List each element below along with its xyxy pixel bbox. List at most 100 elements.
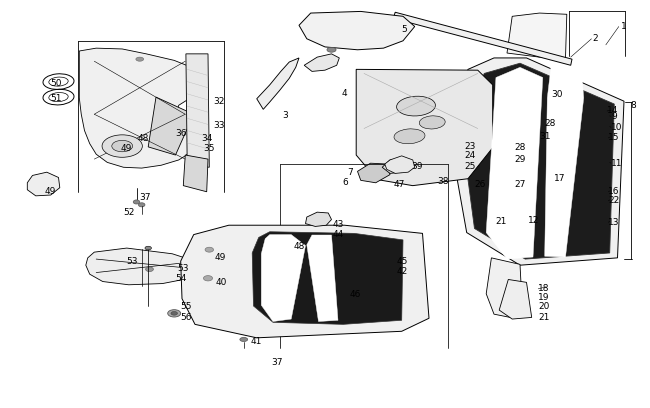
Text: 38: 38 <box>437 177 448 186</box>
Text: 15: 15 <box>608 133 620 142</box>
Polygon shape <box>385 156 415 173</box>
Ellipse shape <box>290 237 302 243</box>
Ellipse shape <box>138 203 145 207</box>
Ellipse shape <box>240 337 248 341</box>
Ellipse shape <box>112 140 133 152</box>
Text: 22: 22 <box>608 196 619 205</box>
Text: 3: 3 <box>283 111 289 120</box>
Text: 23: 23 <box>464 142 475 151</box>
Polygon shape <box>393 12 572 65</box>
Ellipse shape <box>205 247 213 252</box>
Polygon shape <box>306 212 332 226</box>
Text: 48: 48 <box>138 134 149 143</box>
Text: 19: 19 <box>538 293 550 302</box>
Ellipse shape <box>419 116 445 129</box>
Text: 46: 46 <box>350 290 361 299</box>
Text: 14: 14 <box>607 106 619 115</box>
Polygon shape <box>545 65 584 257</box>
Polygon shape <box>183 155 208 192</box>
Text: 42: 42 <box>396 267 408 276</box>
Text: 35: 35 <box>203 144 215 153</box>
Text: 49: 49 <box>121 144 133 153</box>
Text: 25: 25 <box>464 162 475 171</box>
Text: 1: 1 <box>621 22 627 31</box>
Polygon shape <box>448 58 624 265</box>
Ellipse shape <box>396 96 436 116</box>
Text: 41: 41 <box>250 337 261 346</box>
Text: 32: 32 <box>213 98 225 106</box>
Ellipse shape <box>145 246 151 250</box>
Polygon shape <box>486 67 543 259</box>
Text: 37: 37 <box>272 358 283 367</box>
Ellipse shape <box>136 57 144 61</box>
Text: 12: 12 <box>528 216 540 225</box>
Text: 47: 47 <box>393 180 404 189</box>
Ellipse shape <box>146 267 153 272</box>
Text: 24: 24 <box>464 151 475 160</box>
Polygon shape <box>486 258 523 317</box>
Text: 50: 50 <box>51 79 62 88</box>
Polygon shape <box>462 63 614 259</box>
Text: 45: 45 <box>396 257 408 266</box>
Text: 13: 13 <box>608 218 620 227</box>
Text: 28: 28 <box>515 143 527 152</box>
Ellipse shape <box>171 312 177 315</box>
Text: 56: 56 <box>181 313 192 322</box>
Text: 53: 53 <box>127 257 138 266</box>
Text: 37: 37 <box>140 193 151 202</box>
Text: 49: 49 <box>214 253 226 262</box>
Polygon shape <box>499 279 532 319</box>
Ellipse shape <box>394 129 425 144</box>
Ellipse shape <box>327 47 336 52</box>
Text: 16: 16 <box>608 187 620 196</box>
Polygon shape <box>299 11 415 50</box>
Text: 18: 18 <box>538 284 550 293</box>
Text: 7: 7 <box>347 168 353 177</box>
Text: 40: 40 <box>216 278 228 287</box>
Text: 28: 28 <box>545 119 556 128</box>
Text: 54: 54 <box>176 274 187 283</box>
Text: 21: 21 <box>495 217 507 226</box>
Text: 9: 9 <box>611 112 617 121</box>
Polygon shape <box>86 248 198 285</box>
Text: 27: 27 <box>515 180 527 189</box>
Text: 53: 53 <box>177 264 188 273</box>
Polygon shape <box>186 54 209 167</box>
Text: 44: 44 <box>333 230 344 239</box>
Polygon shape <box>252 232 403 324</box>
Ellipse shape <box>168 310 181 317</box>
Text: 10: 10 <box>611 123 623 132</box>
Text: 52: 52 <box>124 208 135 217</box>
Polygon shape <box>148 97 194 155</box>
Text: 49: 49 <box>44 187 56 196</box>
Ellipse shape <box>133 200 140 204</box>
Polygon shape <box>304 54 339 71</box>
Text: 2: 2 <box>593 34 599 43</box>
Polygon shape <box>261 235 306 322</box>
Ellipse shape <box>102 135 142 157</box>
Text: 33: 33 <box>213 121 225 130</box>
Text: 17: 17 <box>554 174 566 183</box>
Polygon shape <box>358 163 390 183</box>
Text: 39: 39 <box>411 162 422 171</box>
Text: 36: 36 <box>176 129 187 138</box>
Polygon shape <box>382 159 406 173</box>
Text: 29: 29 <box>515 155 527 164</box>
Text: 6: 6 <box>343 178 348 187</box>
Text: 5: 5 <box>402 25 408 34</box>
Text: 55: 55 <box>181 302 192 311</box>
Polygon shape <box>257 58 299 109</box>
Text: 4: 4 <box>341 89 347 98</box>
Text: 8: 8 <box>630 101 636 110</box>
Text: 43: 43 <box>333 220 344 229</box>
Text: 34: 34 <box>202 134 213 143</box>
Ellipse shape <box>203 276 213 281</box>
Text: 48: 48 <box>294 242 306 251</box>
Polygon shape <box>307 235 338 322</box>
Text: 31: 31 <box>540 132 551 141</box>
Text: 30: 30 <box>551 90 563 99</box>
Polygon shape <box>507 13 567 59</box>
Text: 26: 26 <box>474 180 486 189</box>
Polygon shape <box>181 225 429 338</box>
Polygon shape <box>79 48 196 168</box>
